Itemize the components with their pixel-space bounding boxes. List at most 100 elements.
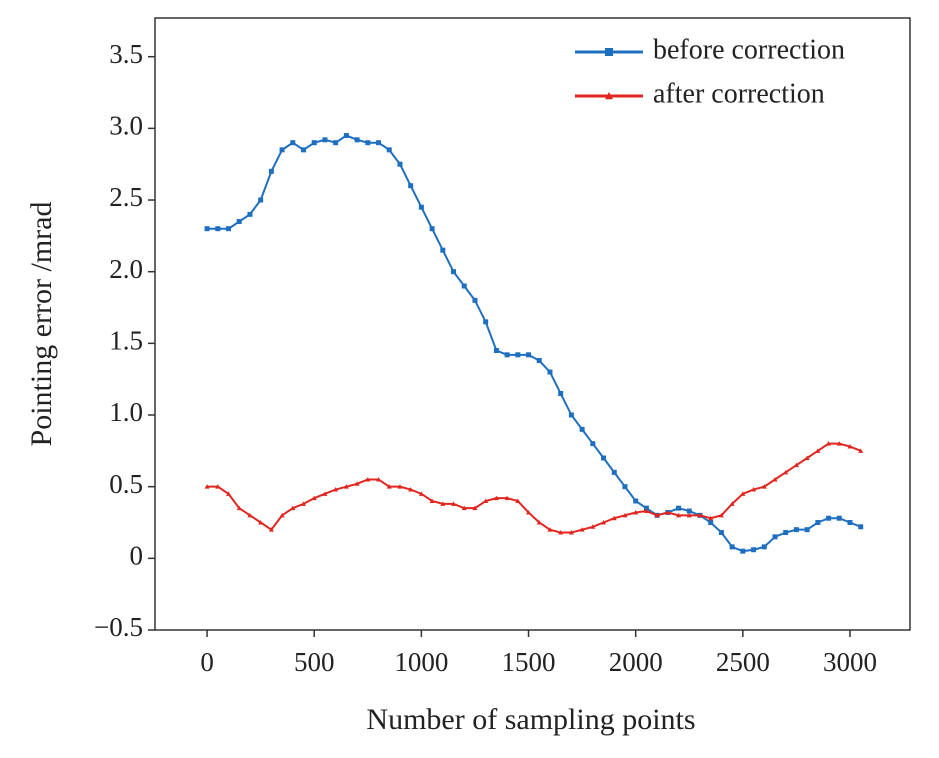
triangle-marker [611,515,617,521]
square-marker [568,412,574,418]
triangle-marker [568,530,574,535]
square-marker [611,469,617,475]
square-marker [708,520,714,526]
square-marker [643,505,649,511]
triangle-marker [386,484,392,489]
y-tick-label: 0 [130,541,144,571]
triangle-marker [622,512,628,518]
square-marker [836,515,842,521]
triangle-marker [676,512,682,518]
square-marker [847,520,853,526]
triangle-marker [761,484,767,489]
triangle-marker [333,487,339,492]
y-tick-label: −0.5 [94,612,143,642]
square-marker [451,269,457,275]
square-marker [793,527,799,533]
triangle-marker [376,477,382,482]
triangle-marker [301,501,307,506]
y-tick-label: 3.0 [109,111,143,141]
triangle-marker [461,505,467,511]
square-marker [740,548,746,554]
triangle-marker [729,501,735,506]
square-marker [601,455,607,461]
square-marker [826,515,832,521]
triangle-marker [354,481,360,486]
legend-label: after correction [653,78,825,109]
plot-frame [154,17,911,631]
x-tick-label: 3000 [823,647,877,677]
triangle-marker [815,448,821,453]
triangle-marker [418,491,424,496]
square-marker [676,505,682,511]
triangle-marker [515,498,521,504]
square-marker [343,133,349,139]
square-marker [504,352,510,358]
square-marker [397,161,403,167]
triangle-marker [836,441,842,446]
square-marker [751,547,757,553]
triangle-marker [290,505,296,511]
square-marker [718,530,724,536]
square-marker [729,544,735,550]
triangle-marker [526,509,532,515]
square-marker [772,534,778,540]
triangle-marker [279,512,285,518]
square-marker [386,147,392,153]
triangle-marker [226,491,232,496]
triangle-marker [440,501,446,506]
square-marker [268,168,274,174]
x-tick-label: 1500 [502,647,556,677]
x-tick-label: 500 [294,647,335,677]
y-tick-label: 3.5 [109,39,143,69]
square-marker [215,226,221,232]
triangle-marker [204,484,210,489]
triangle-marker [451,501,457,506]
square-marker [622,484,628,490]
triangle-marker [311,495,317,501]
square-marker [418,204,424,210]
triangle-marker [718,512,724,518]
legend: before correction after correction [575,34,845,109]
x-tick-label: 2000 [609,647,663,677]
square-marker [605,48,613,56]
square-marker [226,226,232,232]
x-tick-label: 0 [200,647,214,677]
triangle-marker [858,448,864,453]
x-tick-label: 2500 [716,647,770,677]
triangle-marker [686,512,692,518]
square-marker [483,319,489,325]
square-marker [493,348,499,354]
triangle-marker [665,509,671,515]
square-marker [429,226,435,232]
triangle-marker [605,92,613,100]
y-tick-label: 1.0 [109,397,143,427]
triangle-marker [772,477,778,482]
square-marker [804,527,810,533]
triangle-marker [483,498,489,504]
triangle-marker [579,527,585,532]
square-marker [279,147,285,153]
square-marker [858,524,864,530]
square-marker [440,247,446,253]
triangle-marker [804,455,810,461]
square-marker [354,137,360,143]
x-tick-label: 1000 [394,647,448,677]
triangle-marker [708,515,714,521]
triangle-marker [558,530,564,535]
triangle-marker [536,520,542,525]
square-marker [783,530,789,536]
triangle-marker [601,520,607,525]
triangle-marker [783,469,789,475]
triangle-marker [504,495,510,501]
legend-label: before correction [653,34,845,65]
series-line [207,134,862,553]
triangle-marker [268,527,274,532]
square-marker [236,219,242,225]
square-marker [322,137,328,143]
square-marker [590,441,596,447]
square-marker [815,520,821,526]
square-marker [204,226,210,232]
square-marker [579,426,585,432]
square-marker [311,140,317,146]
